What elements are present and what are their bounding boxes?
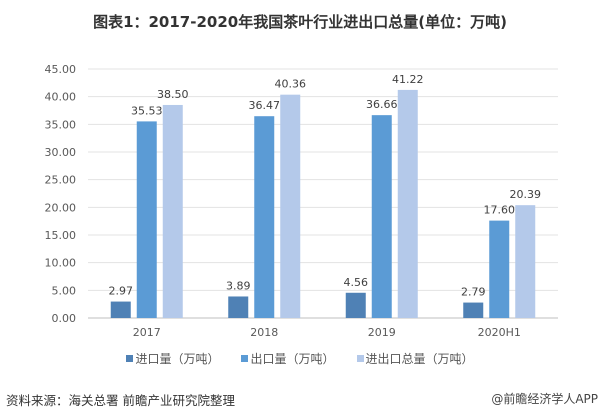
bar <box>162 104 183 318</box>
data-label: 35.53 <box>131 104 163 117</box>
data-label: 40.36 <box>275 78 307 91</box>
data-label: 36.66 <box>366 98 398 111</box>
y-tick-label: 25.00 <box>45 174 77 187</box>
legend-label: 进口量（万吨） <box>135 352 220 366</box>
legend-item-export: 出口量（万吨） <box>241 350 335 367</box>
bar <box>397 89 418 318</box>
bar <box>228 296 249 318</box>
data-label: 36.47 <box>249 99 281 112</box>
data-label: 38.50 <box>157 88 189 101</box>
legend-item-import: 进口量（万吨） <box>126 350 219 367</box>
data-label: 2.97 <box>109 285 134 298</box>
x-tick-label: 2018 <box>250 326 278 339</box>
y-tick-label: 5.00 <box>52 284 77 297</box>
bar <box>136 121 157 318</box>
data-label: 4.56 <box>344 276 369 289</box>
data-label: 3.89 <box>226 279 251 292</box>
bar <box>345 292 366 318</box>
y-tick-label: 30.00 <box>45 146 77 159</box>
data-label: 20.39 <box>510 188 542 201</box>
y-tick-label: 45.00 <box>45 63 77 76</box>
data-label: 2.79 <box>461 286 486 299</box>
bar <box>254 116 275 318</box>
legend-label: 出口量（万吨） <box>250 352 335 366</box>
y-tick-label: 40.00 <box>45 91 77 104</box>
bar <box>463 302 484 318</box>
x-tick-label: 2017 <box>133 326 161 339</box>
legend-swatch <box>241 355 249 362</box>
source-note: 资料来源：海关总署 前瞻产业研究院整理 <box>6 393 235 408</box>
y-tick-label: 15.00 <box>45 229 77 242</box>
bar-chart: 0.00 5.00 10.00 15.00 20.00 25.00 30.00 35.00 40… <box>45 63 558 339</box>
data-label: 41.22 <box>392 73 424 86</box>
bar <box>110 301 131 318</box>
chart-title: 图表1：2017-2020年我国茶叶行业进出口总量(单位：万吨) <box>93 13 507 31</box>
y-tick-label: 35.00 <box>45 118 77 131</box>
x-tick-label: 2019 <box>368 326 396 339</box>
legend-swatch <box>356 355 364 362</box>
bar <box>280 94 301 318</box>
y-tick-label: 10.00 <box>45 257 77 270</box>
legend: 进口量（万吨） 出口量（万吨） 进出口总量（万吨） <box>0 350 600 367</box>
x-tick-label: 2020H1 <box>478 326 521 339</box>
y-tick-label: 20.00 <box>45 201 77 214</box>
bar <box>371 115 392 318</box>
legend-swatch <box>126 355 134 362</box>
legend-item-total: 进出口总量（万吨） <box>356 350 474 367</box>
brand-watermark: @前瞻经济学人APP <box>491 392 598 406</box>
data-label: 17.60 <box>484 204 516 217</box>
bar <box>515 205 536 318</box>
legend-label: 进出口总量（万吨） <box>365 352 474 366</box>
y-tick-label: 0.00 <box>52 312 77 325</box>
bar <box>489 220 510 318</box>
